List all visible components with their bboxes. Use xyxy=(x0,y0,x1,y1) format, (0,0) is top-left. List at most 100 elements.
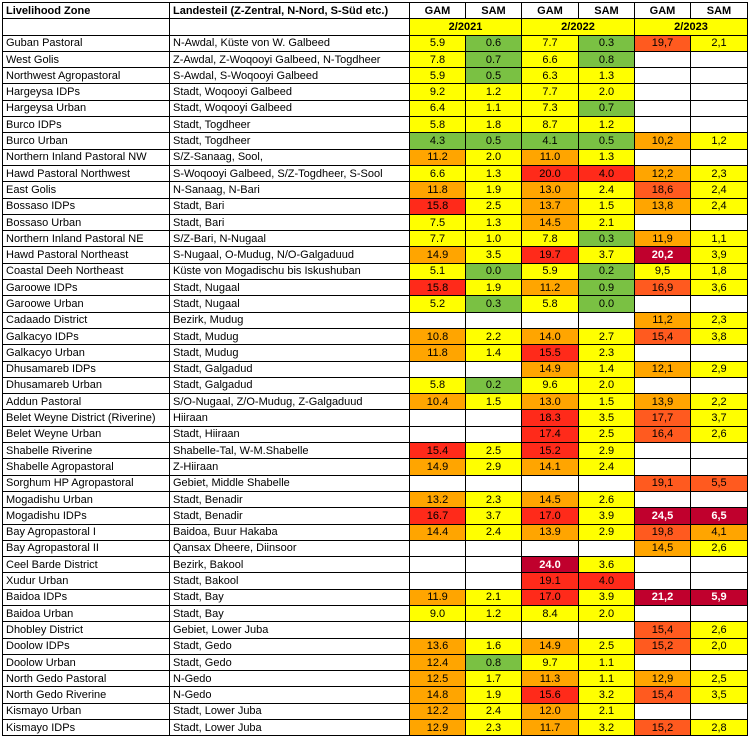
gam-2021-cell: 16.7 xyxy=(409,507,466,525)
sam-2021-cell xyxy=(465,539,522,558)
table-row: Burco Urban Stadt, Togdheer 4.3 0.5 4.1 0.5 10… xyxy=(2,132,748,150)
gam-2023-cell: 21,2 xyxy=(634,588,691,606)
sam-2022-cell: 2.5 xyxy=(578,637,635,655)
sam-2022-cell: 1.3 xyxy=(578,67,635,85)
gam-2021-cell: 4.3 xyxy=(409,132,466,150)
sam-2022-cell: 0.3 xyxy=(578,34,635,52)
gam-2021-cell: 7.5 xyxy=(409,213,466,232)
zone-cell: Hargeysa Urban xyxy=(2,99,170,118)
zone-cell: Hawd Pastoral Northeast xyxy=(2,246,170,264)
sam-2023-cell: 3,8 xyxy=(690,327,748,346)
sam-2023-cell xyxy=(690,295,748,313)
table-row: Baidoa IDPs Stadt, Bay 11.9 2.1 17.0 3.9 21,2 5… xyxy=(2,588,748,606)
gam-2021-cell: 15.4 xyxy=(409,442,466,460)
year-2023: 2/2023 xyxy=(634,18,748,36)
gam-2021-cell xyxy=(409,360,466,378)
zone-cell: Burco Urban xyxy=(2,132,170,150)
sam-header-2022: SAM xyxy=(578,1,635,20)
gam-2023-cell: 20,2 xyxy=(634,246,691,264)
sam-2022-cell: 2.5 xyxy=(578,425,635,444)
table-row: Northern Inland Pastoral NE S/Z-Bari, N-N… xyxy=(2,230,748,248)
region-cell: S/Z-Sanaag, Sool, xyxy=(169,148,410,166)
zone-header: Livelihood Zone xyxy=(2,1,170,20)
sam-2023-cell: 3,7 xyxy=(690,409,748,427)
sam-2023-cell xyxy=(690,490,748,509)
gam-2021-cell: 13.2 xyxy=(409,490,466,509)
sam-2023-cell: 3,9 xyxy=(690,246,748,264)
region-cell: Stadt, Nugaal xyxy=(169,279,410,297)
gam-2022-cell xyxy=(521,539,579,558)
gam-2021-cell: 11.2 xyxy=(409,148,466,166)
table-row: Garoowe IDPs Stadt, Nugaal 15.8 1.9 11.2 0.9 1… xyxy=(2,279,748,297)
table-row: Sorghum HP Agropastoral Gebiet, Middle Sh… xyxy=(2,474,748,492)
zone-cell: Sorghum HP Agropastoral xyxy=(2,474,170,492)
gam-2022-cell: 15.2 xyxy=(521,442,579,460)
gam-2022-cell: 5.8 xyxy=(521,295,579,313)
table-row: Shabelle Riverine Shabelle-Tal, W-M.Shabe… xyxy=(2,442,748,460)
sam-2023-cell: 2,4 xyxy=(690,181,748,199)
gam-2023-cell: 11,2 xyxy=(634,311,691,329)
zone-cell: Burco IDPs xyxy=(2,116,170,134)
gam-2022-cell: 14.5 xyxy=(521,213,579,232)
zone-cell: Mogadishu Urban xyxy=(2,490,170,509)
gam-2022-cell: 9.7 xyxy=(521,653,579,672)
year-2022: 2/2022 xyxy=(521,18,635,36)
table-row: North Gedo Riverine N-Gedo 14.8 1.9 15.6 3.2 1… xyxy=(2,686,748,704)
sam-header-2021: SAM xyxy=(465,1,522,20)
sam-2023-cell: 2,2 xyxy=(690,393,748,411)
gam-2023-cell: 24,5 xyxy=(634,507,691,525)
gam-2021-cell: 12.9 xyxy=(409,719,466,737)
zone-cell: Doolow Urban xyxy=(2,653,170,672)
table-row: Dhusamareb IDPs Stadt, Galgadud 14.9 1.4 12,… xyxy=(2,360,748,378)
region-header: Landesteil (Z-Zentral, N-Nord, S-Süd etc… xyxy=(169,1,410,20)
zone-cell: Dhobley District xyxy=(2,621,170,639)
gam-2021-cell: 7.7 xyxy=(409,230,466,248)
gam-2023-cell: 15,4 xyxy=(634,327,691,346)
region-cell: Z-Awdal, Z-Woqooyi Galbeed, N-Togdheer xyxy=(169,50,410,69)
sam-2022-cell xyxy=(578,474,635,492)
gam-2023-cell xyxy=(634,556,691,574)
region-cell: Stadt, Lower Juba xyxy=(169,702,410,721)
sam-2021-cell: 1.4 xyxy=(465,344,522,362)
sam-2022-cell: 2.0 xyxy=(578,604,635,623)
table-row: Cadaado District Bezirk, Mudug 11,2 2,3 xyxy=(2,311,748,329)
gam-2023-cell xyxy=(634,116,691,134)
gam-2023-cell: 13,9 xyxy=(634,393,691,411)
sam-2022-cell: 3.9 xyxy=(578,507,635,525)
sam-2022-cell: 2.7 xyxy=(578,327,635,346)
zone-cell: Galkacyo Urban xyxy=(2,344,170,362)
zone-cell: Xudur Urban xyxy=(2,572,170,590)
sam-2021-cell: 0.8 xyxy=(465,653,522,672)
region-cell: Hiiraan xyxy=(169,409,410,427)
sam-2022-cell: 2.9 xyxy=(578,442,635,460)
sam-2022-cell: 2.1 xyxy=(578,213,635,232)
gam-2022-cell: 8.4 xyxy=(521,604,579,623)
gam-2021-cell: 13.6 xyxy=(409,637,466,655)
sam-2022-cell: 1.4 xyxy=(578,360,635,378)
table-row: Dhobley District Gebiet, Lower Juba 15,4 2,… xyxy=(2,621,748,639)
gam-2021-cell: 9.2 xyxy=(409,83,466,101)
gam-2022-cell: 24.0 xyxy=(521,556,579,574)
gam-2023-cell: 15,4 xyxy=(634,621,691,639)
gam-2021-cell: 14.9 xyxy=(409,458,466,476)
sam-2023-cell xyxy=(690,653,748,672)
gam-2021-cell: 11.9 xyxy=(409,588,466,606)
zone-cell: Kismayo Urban xyxy=(2,702,170,721)
sam-2021-cell: 0.7 xyxy=(465,50,522,69)
sam-2022-cell: 3.6 xyxy=(578,556,635,574)
table-row: Ceel Barde District Bezirk, Bakool 24.0 3.6 xyxy=(2,556,748,574)
region-cell: Qansax Dheere, Diinsoor xyxy=(169,539,410,558)
region-cell: Stadt, Bakool xyxy=(169,572,410,590)
sam-2023-cell: 2,6 xyxy=(690,621,748,639)
sam-2021-cell: 1.1 xyxy=(465,99,522,118)
sam-2022-cell: 1.3 xyxy=(578,148,635,166)
sam-2021-cell: 1.8 xyxy=(465,116,522,134)
table-row: Hawd Pastoral Northeast S-Nugaal, O-Mudug… xyxy=(2,246,748,264)
gam-2022-cell: 19.7 xyxy=(521,246,579,264)
zone-cell: Northwest Agropastoral xyxy=(2,67,170,85)
gam-2023-cell xyxy=(634,376,691,395)
gam-2023-cell xyxy=(634,213,691,232)
sam-2022-cell: 1.5 xyxy=(578,393,635,411)
sam-2023-cell xyxy=(690,99,748,118)
